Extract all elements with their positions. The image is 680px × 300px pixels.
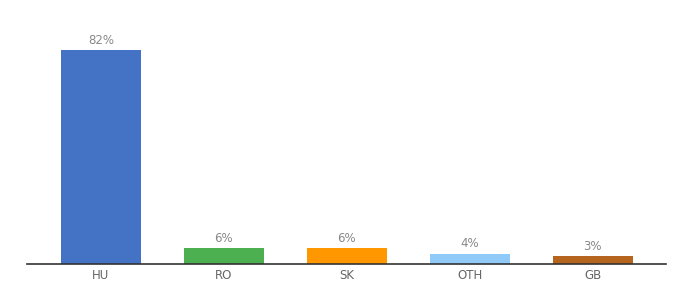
Bar [553,256,632,264]
Text: 6%: 6% [215,232,233,245]
Text: 82%: 82% [88,34,114,47]
Text: 6%: 6% [337,232,356,245]
Bar [430,254,510,264]
Bar [307,248,387,264]
Text: 4%: 4% [460,237,479,250]
Bar [61,50,141,264]
Bar [184,248,264,264]
Text: 3%: 3% [583,240,602,253]
